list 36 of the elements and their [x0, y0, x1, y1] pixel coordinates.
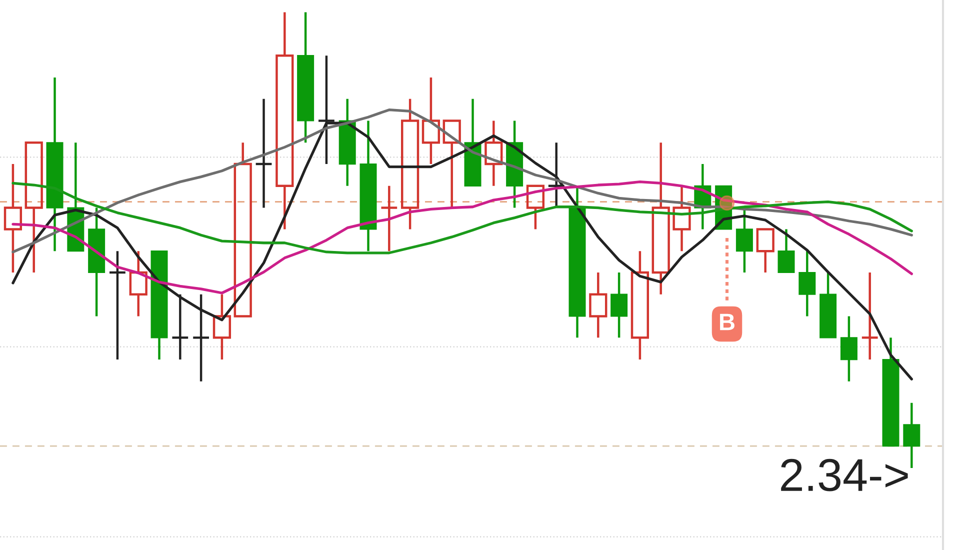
- candlestick: [88, 206, 106, 318]
- candlestick: [484, 120, 503, 188]
- candlestick: [589, 271, 608, 339]
- candlestick: [108, 250, 127, 361]
- candlestick: [652, 142, 670, 296]
- candlestick: [171, 293, 190, 361]
- candlestick: [129, 250, 148, 318]
- candlestick: [422, 76, 440, 166]
- candlestick: [672, 184, 691, 252]
- candlestick: [46, 76, 64, 252]
- candlestick: [630, 250, 650, 361]
- candlestick: [276, 11, 294, 230]
- candlestick: [360, 120, 377, 252]
- candlestick: [212, 293, 232, 361]
- candlestick: [526, 184, 545, 230]
- candlestick: [547, 142, 566, 209]
- candlestick: [254, 98, 273, 209]
- candlestick: [756, 228, 774, 274]
- candlestick: [860, 271, 879, 361]
- candlestick: [4, 162, 22, 274]
- candlestick: [442, 120, 461, 209]
- annotation: B: [720, 314, 734, 330]
- candlestick: [882, 336, 900, 447]
- candlestick: [798, 250, 816, 318]
- candlestick: [820, 271, 837, 338]
- annotation: 2.34->: [781, 458, 908, 492]
- candlestick: [380, 184, 398, 252]
- candlestick: [778, 228, 795, 274]
- candlestick: [840, 315, 858, 383]
- candlestick: [234, 142, 252, 318]
- candlestick: [297, 11, 314, 144]
- candlestick: [401, 98, 420, 230]
- candlestick: [338, 98, 356, 188]
- candlestick: [150, 250, 168, 361]
- candlestick: [24, 142, 43, 274]
- candlestick: [610, 271, 628, 339]
